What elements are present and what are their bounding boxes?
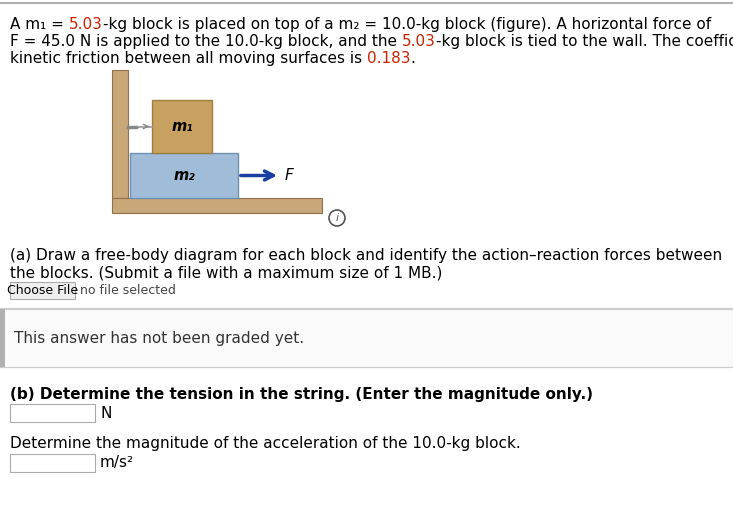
Text: .: . xyxy=(410,51,416,66)
Text: F: F xyxy=(285,168,294,183)
Text: the blocks. (Submit a file with a maximum size of 1 MB.): the blocks. (Submit a file with a maximu… xyxy=(10,265,443,280)
Text: kinetic friction between all moving surfaces is: kinetic friction between all moving surf… xyxy=(10,51,367,66)
Text: 5.03: 5.03 xyxy=(402,34,435,49)
Bar xyxy=(0,309,5,367)
Text: -kg block is tied to the wall. The coefficient of: -kg block is tied to the wall. The coeff… xyxy=(435,34,733,49)
Text: Determine the magnitude of the acceleration of the 10.0-kg block.: Determine the magnitude of the accelerat… xyxy=(10,436,520,451)
Text: i: i xyxy=(336,213,339,223)
Text: A m₁ =: A m₁ = xyxy=(10,17,69,32)
Bar xyxy=(112,198,322,213)
Text: (b) Determine the tension in the string. (Enter the magnitude only.): (b) Determine the tension in the string.… xyxy=(10,387,593,402)
Bar xyxy=(10,404,95,422)
Bar xyxy=(10,454,95,472)
Bar xyxy=(152,100,212,153)
Text: m₂: m₂ xyxy=(173,168,195,183)
Text: m₁: m₁ xyxy=(172,119,193,134)
Text: F = 45.0 N is applied to the 10.0-kg block, and the: F = 45.0 N is applied to the 10.0-kg blo… xyxy=(10,34,402,49)
Bar xyxy=(10,282,75,299)
Bar xyxy=(112,70,128,198)
Text: 5.03: 5.03 xyxy=(69,17,103,32)
Text: N: N xyxy=(100,405,111,421)
Text: no file selected: no file selected xyxy=(80,284,176,297)
Bar xyxy=(0,309,733,367)
Bar xyxy=(130,153,238,198)
Text: This answer has not been graded yet.: This answer has not been graded yet. xyxy=(14,331,304,345)
Text: m/s²: m/s² xyxy=(100,456,134,470)
Text: 0.183: 0.183 xyxy=(367,51,410,66)
Text: (a) Draw a free-body diagram for each block and identify the action–reaction for: (a) Draw a free-body diagram for each bl… xyxy=(10,248,722,263)
Text: Choose File: Choose File xyxy=(7,284,78,297)
Text: -kg block is placed on top of a m₂ = 10.0-kg block (figure). A horizontal force : -kg block is placed on top of a m₂ = 10.… xyxy=(103,17,711,32)
